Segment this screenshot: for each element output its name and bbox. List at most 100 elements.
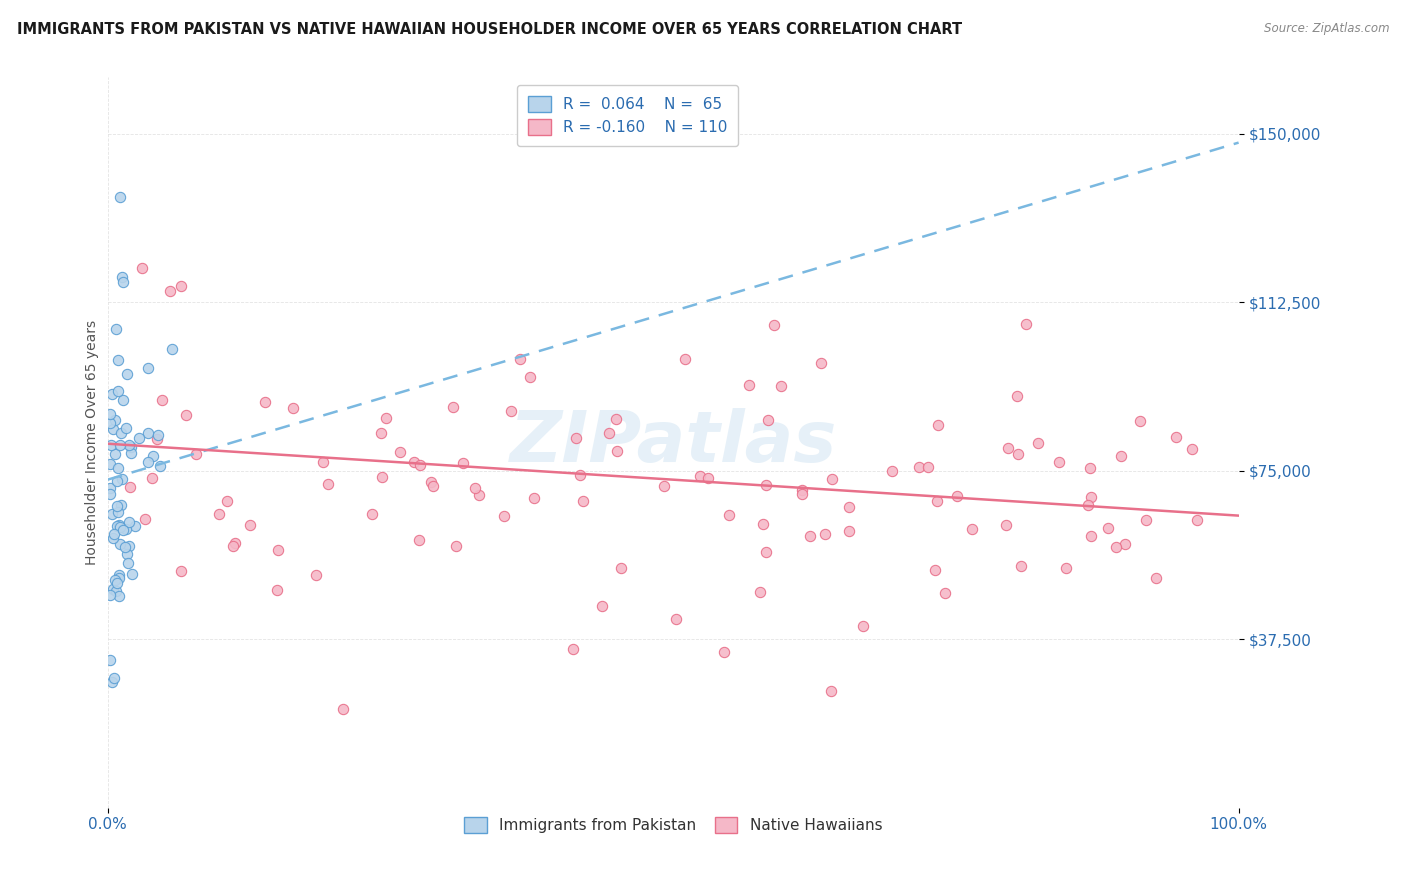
Point bbox=[388, 444, 411, 458]
Point bbox=[571, 494, 593, 508]
Point bbox=[755, 545, 778, 559]
Point bbox=[120, 441, 142, 455]
Point bbox=[565, 431, 588, 445]
Point bbox=[105, 499, 128, 513]
Point bbox=[103, 671, 125, 685]
Point bbox=[821, 472, 844, 486]
Point bbox=[451, 456, 474, 470]
Point bbox=[360, 508, 382, 522]
Point bbox=[110, 498, 132, 512]
Text: Source: ZipAtlas.com: Source: ZipAtlas.com bbox=[1264, 22, 1389, 36]
Point bbox=[1097, 521, 1119, 535]
Point bbox=[111, 270, 134, 285]
Legend: Immigrants from Pakistan, Native Hawaiians: Immigrants from Pakistan, Native Hawaiia… bbox=[453, 805, 893, 844]
Point bbox=[98, 481, 121, 495]
Point bbox=[148, 428, 170, 442]
Point bbox=[561, 642, 583, 657]
Text: ZIPatlas: ZIPatlas bbox=[509, 409, 837, 477]
Point bbox=[1114, 537, 1136, 551]
Point bbox=[170, 279, 193, 293]
Point bbox=[101, 532, 124, 546]
Point bbox=[103, 526, 125, 541]
Point bbox=[159, 284, 181, 298]
Point bbox=[105, 519, 128, 533]
Point bbox=[105, 475, 128, 489]
Point bbox=[464, 481, 486, 495]
Point bbox=[799, 529, 821, 543]
Point bbox=[673, 352, 696, 367]
Point bbox=[108, 568, 131, 582]
Point bbox=[665, 612, 688, 626]
Point bbox=[758, 413, 780, 427]
Point bbox=[215, 493, 238, 508]
Point bbox=[111, 523, 134, 537]
Point bbox=[1109, 450, 1132, 464]
Point bbox=[104, 413, 127, 427]
Point bbox=[1105, 540, 1128, 554]
Text: IMMIGRANTS FROM PAKISTAN VS NATIVE HAWAIIAN HOUSEHOLDER INCOME OVER 65 YEARS COR: IMMIGRANTS FROM PAKISTAN VS NATIVE HAWAI… bbox=[17, 22, 962, 37]
Point bbox=[108, 571, 131, 585]
Point bbox=[114, 421, 136, 435]
Point bbox=[121, 566, 143, 581]
Point bbox=[101, 582, 124, 596]
Point bbox=[838, 500, 860, 515]
Point bbox=[115, 522, 138, 536]
Point bbox=[131, 261, 153, 276]
Point bbox=[1007, 447, 1029, 461]
Point bbox=[422, 479, 444, 493]
Point bbox=[118, 515, 141, 529]
Point bbox=[118, 539, 141, 553]
Point bbox=[927, 418, 949, 433]
Point bbox=[316, 476, 339, 491]
Point bbox=[100, 438, 122, 452]
Point bbox=[606, 444, 628, 458]
Point bbox=[98, 652, 121, 666]
Point bbox=[98, 416, 121, 430]
Point bbox=[908, 459, 931, 474]
Point bbox=[103, 422, 125, 436]
Point bbox=[810, 356, 832, 370]
Point bbox=[1185, 512, 1208, 526]
Point bbox=[208, 508, 231, 522]
Point bbox=[1015, 317, 1038, 331]
Point bbox=[924, 563, 946, 577]
Point bbox=[763, 318, 786, 332]
Point bbox=[136, 361, 159, 376]
Point bbox=[402, 455, 425, 469]
Point bbox=[370, 425, 392, 440]
Point bbox=[142, 449, 165, 463]
Point bbox=[851, 619, 873, 633]
Point bbox=[467, 488, 489, 502]
Point bbox=[108, 518, 131, 533]
Point bbox=[752, 516, 775, 531]
Point bbox=[509, 351, 531, 366]
Point bbox=[755, 478, 778, 492]
Point bbox=[717, 508, 740, 522]
Point bbox=[101, 508, 124, 522]
Y-axis label: Householder Income Over 65 years: Householder Income Over 65 years bbox=[86, 320, 100, 566]
Point bbox=[115, 547, 138, 561]
Point bbox=[499, 404, 522, 418]
Point bbox=[738, 378, 761, 392]
Point bbox=[107, 505, 129, 519]
Point bbox=[254, 394, 277, 409]
Point bbox=[104, 573, 127, 587]
Point bbox=[100, 674, 122, 689]
Point bbox=[134, 512, 156, 526]
Point bbox=[115, 368, 138, 382]
Point bbox=[1164, 430, 1187, 444]
Point bbox=[186, 447, 208, 461]
Point bbox=[104, 322, 127, 336]
Point bbox=[104, 446, 127, 460]
Point bbox=[107, 353, 129, 368]
Point bbox=[114, 540, 136, 554]
Point bbox=[370, 470, 392, 484]
Point bbox=[1129, 414, 1152, 428]
Point bbox=[1144, 571, 1167, 585]
Point bbox=[1078, 461, 1101, 475]
Point bbox=[98, 457, 121, 471]
Point bbox=[100, 387, 122, 401]
Point bbox=[420, 475, 443, 489]
Point bbox=[1028, 435, 1050, 450]
Point bbox=[880, 464, 903, 478]
